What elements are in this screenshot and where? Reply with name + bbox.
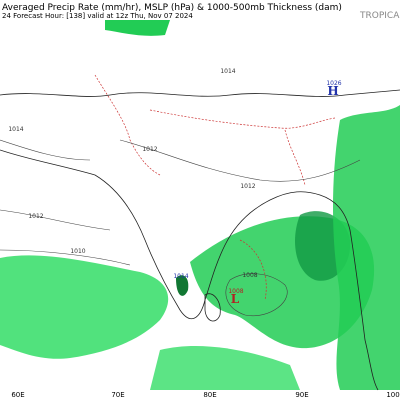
precip-area xyxy=(150,345,300,390)
subtitle: 24 Forecast Hour: [138] valid at 12z Thu… xyxy=(2,12,193,20)
isobar xyxy=(0,209,111,231)
border xyxy=(239,239,267,301)
isobar-label: 1008 xyxy=(228,288,243,295)
longitude-label: 80E xyxy=(203,391,216,399)
longitude-label: 100 xyxy=(386,391,399,399)
longitude-label: 60E xyxy=(11,391,24,399)
border xyxy=(149,109,336,129)
isobar-label: 1012 xyxy=(142,146,157,153)
isobar-label: 1026 xyxy=(326,80,341,87)
longitude-labels: 60E 70E 80E 90E 100 xyxy=(11,391,399,399)
isobar xyxy=(0,249,131,266)
map-labels: 101410121010101210121014100810141008L102… xyxy=(8,68,341,306)
coastline xyxy=(0,89,400,97)
pressure-center: L xyxy=(231,292,240,306)
longitude-label: 90E xyxy=(295,391,308,399)
precip-area xyxy=(333,105,400,390)
borders xyxy=(94,74,336,301)
longitude-label: 70E xyxy=(111,391,124,399)
coastlines xyxy=(0,89,400,391)
isobar-label: 1014 xyxy=(173,273,188,280)
header-background xyxy=(0,0,400,20)
coastline xyxy=(204,293,221,322)
source-label: TROPICAL xyxy=(359,11,400,21)
pressure-center: H xyxy=(327,84,338,98)
coastline xyxy=(0,149,379,391)
isobar-label: 1014 xyxy=(8,126,23,133)
precip-area xyxy=(0,255,169,359)
isobar xyxy=(0,139,91,161)
isobar-label: 1014 xyxy=(220,68,235,75)
isobar-label: 1012 xyxy=(28,213,43,220)
isobar-label: 1008 xyxy=(242,272,257,279)
precip-area xyxy=(105,20,170,36)
border xyxy=(94,74,161,176)
border xyxy=(284,129,306,186)
isobar xyxy=(225,273,288,317)
isobar-label: 1012 xyxy=(240,183,255,190)
title: Averaged Precip Rate (mm/hr), MSLP (hPa)… xyxy=(2,3,342,13)
isobars xyxy=(0,139,361,317)
precip-areas xyxy=(0,20,400,390)
isobar xyxy=(119,139,361,182)
isobar-label: 1010 xyxy=(70,248,85,255)
precip-core xyxy=(176,275,189,296)
